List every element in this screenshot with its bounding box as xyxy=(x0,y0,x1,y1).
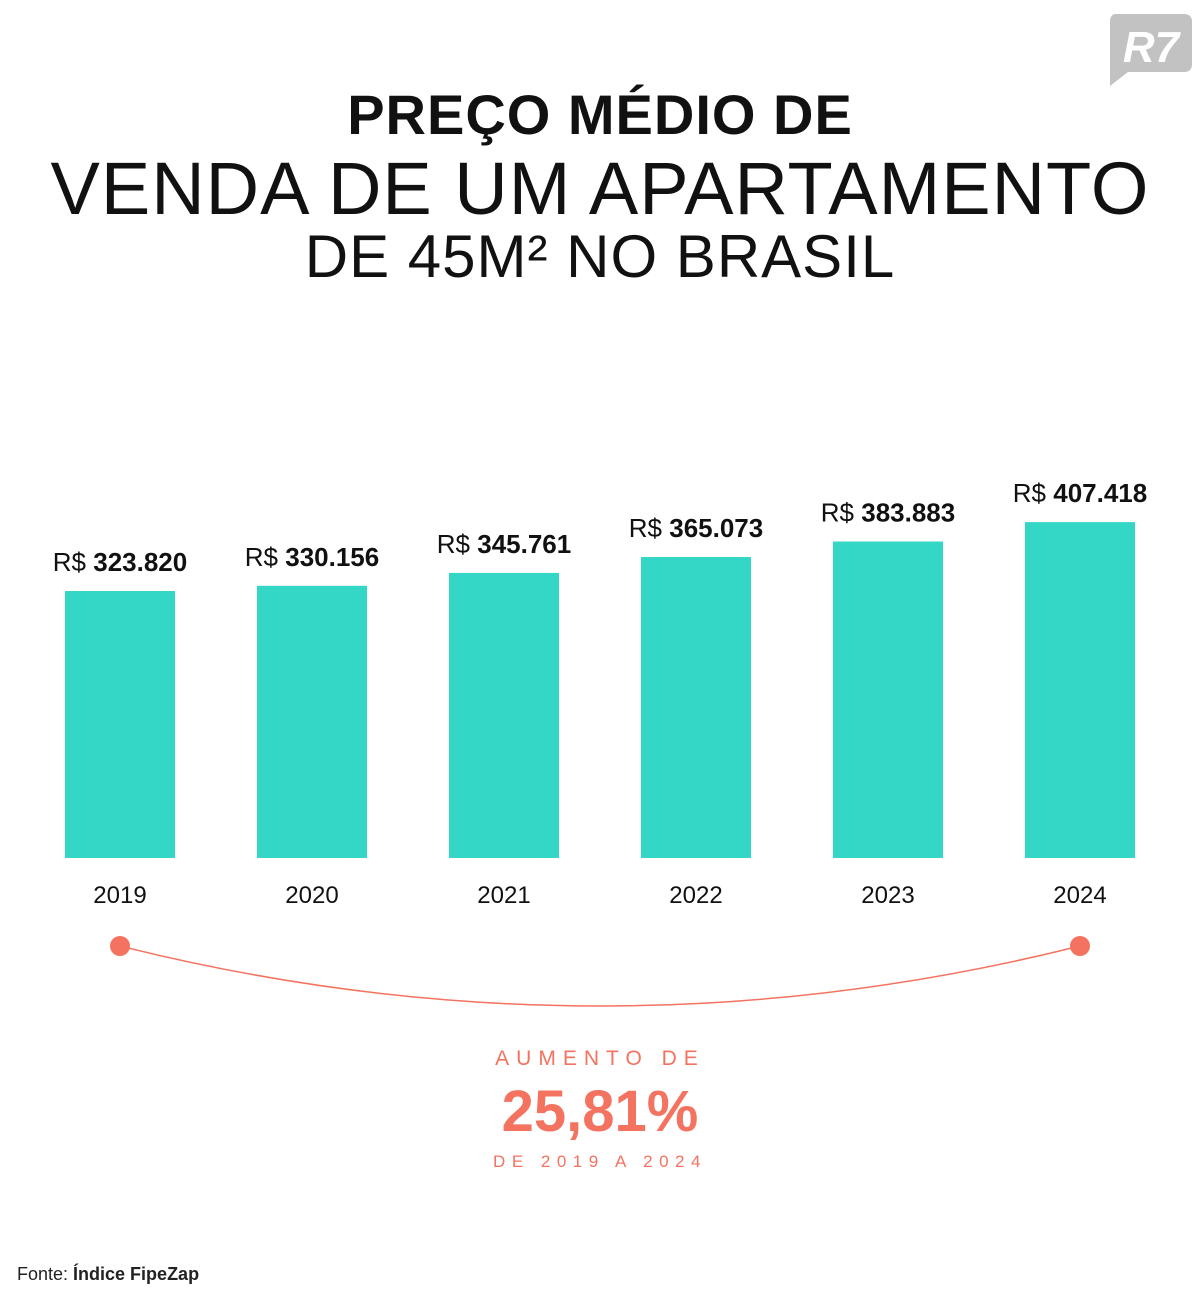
bar-2019 xyxy=(65,591,175,858)
source-note: Fonte: Índice FipeZap xyxy=(17,1264,199,1285)
bar-2021 xyxy=(449,572,559,858)
value-label-2020: R$ 330.156 xyxy=(245,542,379,572)
summary-value: 25,81% xyxy=(501,1079,699,1144)
summary-period: DE 2019 A 2024 xyxy=(493,1152,707,1171)
bar-2023 xyxy=(833,541,943,858)
year-label-2024: 2024 xyxy=(1053,882,1106,909)
year-label-2019: 2019 xyxy=(93,882,146,909)
value-label-2019: R$ 323.820 xyxy=(53,547,187,577)
source-label: Fonte: xyxy=(17,1264,69,1284)
title-line-3: DE 45M² NO BRASIL xyxy=(304,223,896,290)
arc-start-dot xyxy=(110,936,130,956)
year-label-2022: 2022 xyxy=(669,882,722,909)
r7-logo: R7 xyxy=(1110,14,1192,86)
svg-text:R7: R7 xyxy=(1123,23,1182,72)
value-label-2024: R$ 407.418 xyxy=(1013,478,1147,508)
year-label-2020: 2020 xyxy=(285,882,338,909)
year-label-2023: 2023 xyxy=(861,882,914,909)
title-line-2: VENDA DE UM APARTAMENTO xyxy=(50,147,1150,230)
year-label-2021: 2021 xyxy=(477,882,530,909)
source-value: Índice FipeZap xyxy=(73,1264,200,1284)
bar-chart: R$ 323.820 2019 R$ 330.156 2020 R$ 345.761 20… xyxy=(53,478,1147,1007)
bar-2022 xyxy=(641,557,751,858)
bar-2024 xyxy=(1025,522,1135,858)
increase-arc xyxy=(119,945,1081,1007)
value-label-2021: R$ 345.761 xyxy=(437,529,571,559)
value-label-2023: R$ 383.883 xyxy=(821,498,955,528)
bar-2020 xyxy=(257,585,367,858)
summary-label: AUMENTO DE xyxy=(495,1047,705,1070)
title-line-1: PREÇO MÉDIO DE xyxy=(347,83,853,146)
value-label-2022: R$ 365.073 xyxy=(629,513,763,543)
arc-end-dot xyxy=(1070,936,1090,956)
